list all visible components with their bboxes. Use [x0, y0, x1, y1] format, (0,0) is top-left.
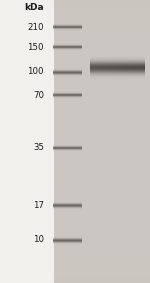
Text: 10: 10 [33, 235, 44, 245]
Text: kDa: kDa [24, 3, 44, 12]
Text: 100: 100 [27, 68, 44, 76]
Bar [0, 0, 54, 283]
Text: 35: 35 [33, 143, 44, 153]
Text: 17: 17 [33, 200, 44, 209]
Text: 150: 150 [27, 42, 44, 52]
Text: 70: 70 [33, 91, 44, 100]
Text: 210: 210 [27, 23, 44, 31]
